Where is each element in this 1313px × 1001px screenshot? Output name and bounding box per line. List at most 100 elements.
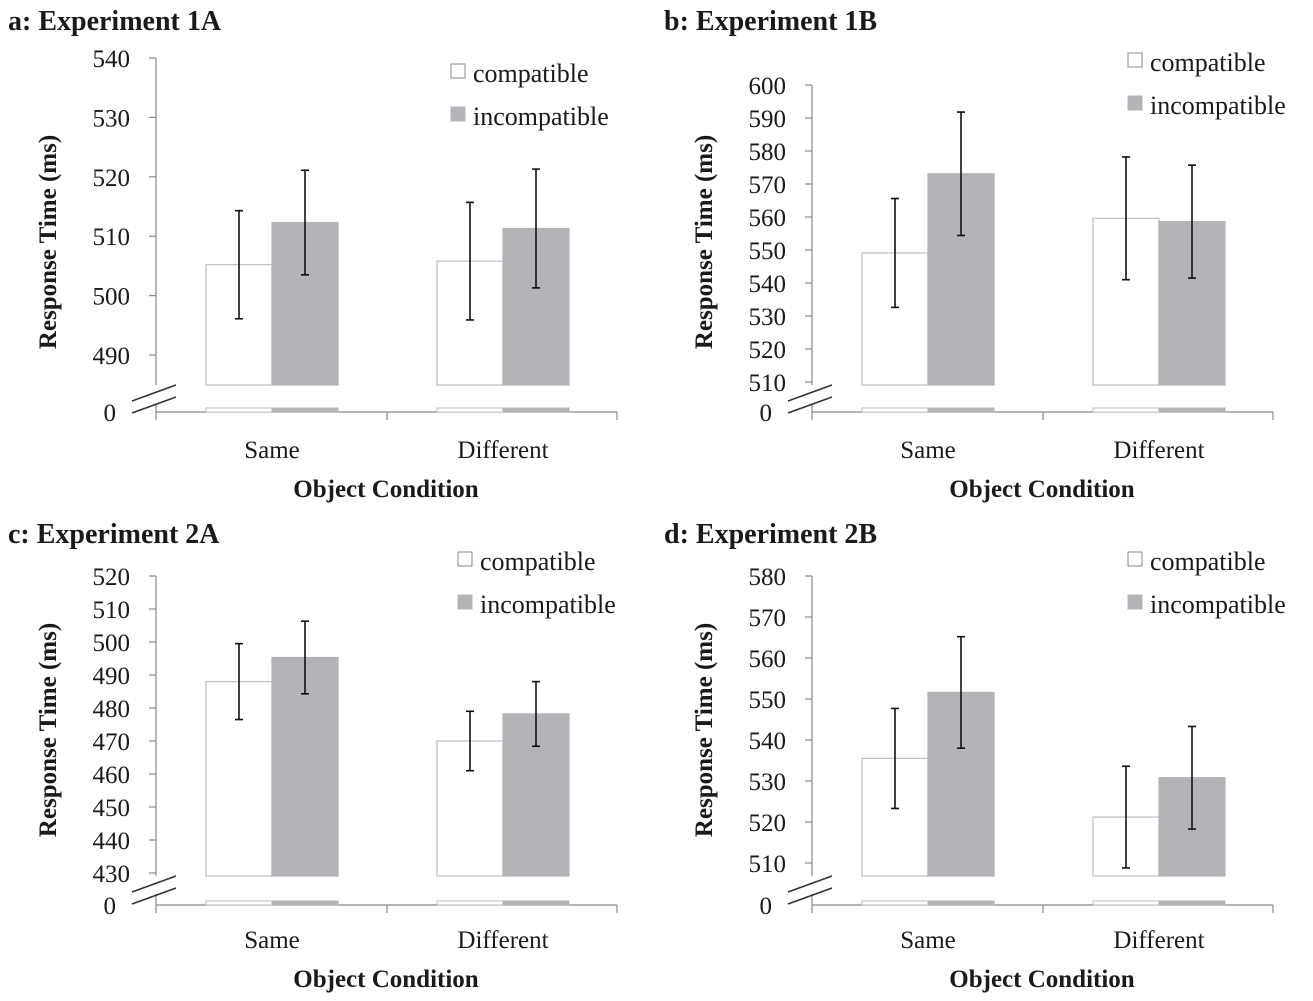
axis-break-mark xyxy=(787,396,833,414)
y-tick-label: 470 xyxy=(93,729,131,756)
x-category-label: Different xyxy=(1113,437,1204,464)
legend-swatch-compatible xyxy=(1127,52,1143,68)
y-tick-label: 520 xyxy=(749,810,787,837)
x-category-label: Same xyxy=(900,927,956,954)
y-tick-label: 430 xyxy=(93,861,131,888)
chart-panel-1: a: Experiment 1A 490 500 510 520 530 540 0 Same D… xyxy=(8,6,618,503)
y-tick-label: 510 xyxy=(93,597,131,624)
x-axis-title: Object Condition xyxy=(949,966,1135,993)
bar-stub-compatible-same xyxy=(205,900,273,906)
y-tick-label: 560 xyxy=(749,205,787,232)
y-tick-label: 510 xyxy=(749,370,787,397)
y-tick-label: 440 xyxy=(93,828,131,855)
x-category-label: Same xyxy=(244,437,300,464)
bar-stub-compatible-different xyxy=(1092,900,1160,906)
chart-panel-2: b: Experiment 1B 510 520 530 540 550 560 570 580… xyxy=(664,6,1286,503)
axis-break-mark xyxy=(131,384,177,402)
y-tick-label: 530 xyxy=(749,304,787,331)
panel-title: a: Experiment 1A xyxy=(8,6,222,37)
y-tick-label: 580 xyxy=(749,564,787,591)
axis-break-mark xyxy=(787,384,833,402)
legend-swatch-incompatible xyxy=(450,106,466,122)
y-tick-label: 520 xyxy=(93,165,131,192)
legend-label-compatible: compatible xyxy=(473,59,589,88)
legend-swatch-incompatible xyxy=(1127,594,1143,610)
x-category-label: Different xyxy=(457,927,548,954)
y-tick-label: 530 xyxy=(749,769,787,796)
y-tick-label: 510 xyxy=(749,851,787,878)
y-tick-label: 540 xyxy=(749,271,787,298)
legend-label-compatible: compatible xyxy=(1150,547,1266,576)
bar-stub-incompatible-same xyxy=(271,900,339,906)
y-tick-label: 590 xyxy=(749,106,787,133)
legend-label-incompatible: incompatible xyxy=(480,590,616,619)
bar-stub-incompatible-different xyxy=(502,900,570,906)
y-zero-label: 0 xyxy=(104,400,117,427)
bar-stub-incompatible-different xyxy=(1158,900,1226,906)
panel-title: c: Experiment 2A xyxy=(8,519,220,550)
y-tick-label: 570 xyxy=(749,172,787,199)
legend-swatch-incompatible xyxy=(457,594,473,610)
bar-stub-compatible-same xyxy=(861,407,929,413)
y-tick-label: 570 xyxy=(749,605,787,632)
y-axis-title: Response Time (ms) xyxy=(35,135,62,349)
bar-stub-incompatible-same xyxy=(927,900,995,906)
panel-title: b: Experiment 1B xyxy=(664,6,877,37)
y-tick-label: 600 xyxy=(749,73,787,100)
x-category-label: Different xyxy=(1113,927,1204,954)
y-tick-label: 450 xyxy=(93,795,131,822)
y-tick-label: 550 xyxy=(749,238,787,265)
legend-label-incompatible: incompatible xyxy=(1150,590,1286,619)
legend-swatch-compatible xyxy=(1127,551,1143,567)
bar-stub-compatible-same xyxy=(861,900,929,906)
axis-break-mark xyxy=(131,887,177,905)
legend-label-incompatible: incompatible xyxy=(1150,91,1286,120)
y-tick-label: 500 xyxy=(93,630,131,657)
bar-stub-incompatible-same xyxy=(271,407,339,413)
bar-stub-compatible-same xyxy=(205,407,273,413)
legend-swatch-incompatible xyxy=(1127,95,1143,111)
y-tick-label: 490 xyxy=(93,343,131,370)
bar-stub-compatible-different xyxy=(1092,407,1160,413)
bar-stub-compatible-different xyxy=(436,900,504,906)
panel-title: d: Experiment 2B xyxy=(664,519,877,550)
legend-label-compatible: compatible xyxy=(480,547,596,576)
axis-break-mark xyxy=(131,875,177,893)
x-axis-title: Object Condition xyxy=(293,966,479,993)
bar-stub-incompatible-different xyxy=(502,407,570,413)
y-tick-label: 460 xyxy=(93,762,131,789)
y-tick-label: 530 xyxy=(93,105,131,132)
y-axis-title: Response Time (ms) xyxy=(691,135,718,349)
legend-swatch-compatible xyxy=(450,63,466,79)
y-tick-label: 510 xyxy=(93,224,131,251)
y-tick-label: 520 xyxy=(93,564,131,591)
x-axis-title: Object Condition xyxy=(949,476,1135,503)
y-tick-label: 490 xyxy=(93,663,131,690)
y-tick-label: 560 xyxy=(749,646,787,673)
bar-stub-incompatible-different xyxy=(1158,407,1226,413)
y-tick-label: 500 xyxy=(93,284,131,311)
legend-label-incompatible: incompatible xyxy=(473,102,609,131)
y-tick-label: 580 xyxy=(749,139,787,166)
y-tick-label: 520 xyxy=(749,337,787,364)
axis-break-mark xyxy=(787,887,833,905)
y-tick-label: 540 xyxy=(93,46,131,73)
chart-panel-3: c: Experiment 2A 430 440 450 460 470 480 490 500… xyxy=(8,519,618,993)
bar-stub-compatible-different xyxy=(436,407,504,413)
x-axis-title: Object Condition xyxy=(293,476,479,503)
axis-break-mark xyxy=(787,875,833,893)
y-axis-title: Response Time (ms) xyxy=(691,623,718,837)
x-category-label: Same xyxy=(900,437,956,464)
y-zero-label: 0 xyxy=(760,893,773,920)
y-tick-label: 540 xyxy=(749,728,787,755)
y-tick-label: 550 xyxy=(749,687,787,714)
axis-break-mark xyxy=(131,396,177,414)
legend-swatch-compatible xyxy=(457,551,473,567)
x-category-label: Same xyxy=(244,927,300,954)
y-zero-label: 0 xyxy=(760,400,773,427)
chart-panel-4: d: Experiment 2B 510 520 530 540 550 560 570 580… xyxy=(664,519,1286,993)
y-axis-title: Response Time (ms) xyxy=(35,623,62,837)
bar-stub-incompatible-same xyxy=(927,407,995,413)
y-zero-label: 0 xyxy=(104,893,117,920)
